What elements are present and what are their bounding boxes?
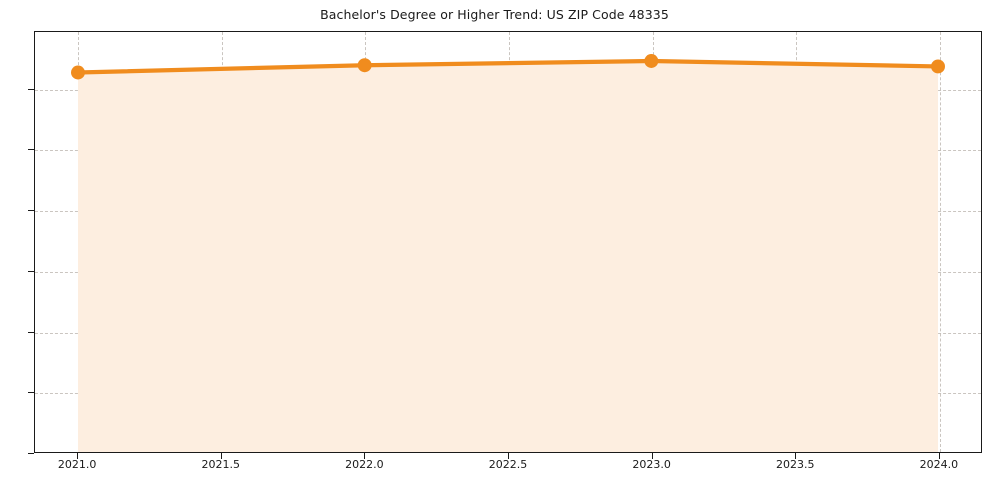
y-tick-mark bbox=[28, 88, 34, 90]
y-tick-mark bbox=[28, 270, 34, 272]
x-tick-label: 2021.0 bbox=[57, 458, 97, 471]
x-tick-mark bbox=[651, 453, 653, 459]
series-area-0 bbox=[78, 61, 938, 452]
x-tick-mark bbox=[508, 453, 509, 459]
x-tick-label: 2023.0 bbox=[632, 458, 671, 471]
x-tick-mark bbox=[938, 453, 940, 459]
y-tick-mark bbox=[28, 331, 34, 333]
x-tick-label: 2022.5 bbox=[488, 458, 528, 471]
x-tick-label: 2021.5 bbox=[201, 458, 240, 471]
x-tick-mark bbox=[795, 453, 797, 459]
x-tick-mark bbox=[220, 453, 222, 459]
data-series-layer bbox=[35, 32, 981, 452]
data-point-2021[interactable] bbox=[71, 65, 85, 80]
x-tick-label: 2022.0 bbox=[345, 458, 384, 471]
y-tick-mark bbox=[28, 149, 34, 151]
y-tick-mark bbox=[28, 392, 34, 394]
chart-title: Bachelor's Degree or Higher Trend: US ZI… bbox=[320, 7, 669, 22]
plot-area bbox=[34, 31, 982, 453]
x-tick-label: 2024.0 bbox=[919, 458, 959, 471]
data-point-2023[interactable] bbox=[644, 54, 659, 68]
x-tick-label: 2023.5 bbox=[776, 458, 815, 471]
y-tick-mark bbox=[28, 210, 34, 212]
x-tick-mark bbox=[364, 453, 366, 459]
data-point-2024[interactable] bbox=[931, 59, 945, 74]
series-line-0 bbox=[78, 61, 938, 72]
data-point-2022[interactable] bbox=[357, 58, 372, 73]
y-tick-mark bbox=[28, 453, 34, 454]
x-tick-mark bbox=[77, 453, 79, 459]
